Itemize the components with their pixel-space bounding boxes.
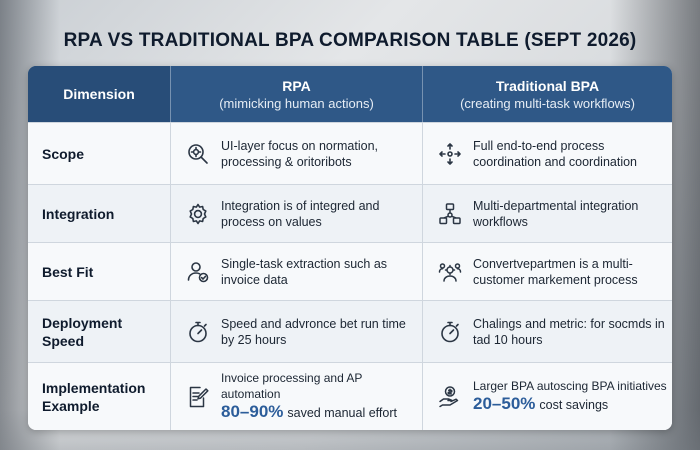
row-bpa-text: Multi-departmental integration workflows: [473, 198, 639, 229]
header-bpa-title: Traditional BPA: [495, 77, 600, 94]
gear-icon: [185, 201, 211, 227]
row-rpa-text: Speed and advronce bet run time by 25 ho…: [221, 316, 406, 347]
comparison-table: Dimension RPA (mimicking human actions) …: [28, 66, 672, 430]
row-dimension-label-line2: Speed: [42, 332, 85, 349]
row-bpa-metric-label: cost savings: [539, 398, 609, 412]
row-dimension-label: Integration: [42, 205, 115, 222]
row-dimension-label: Scope: [42, 145, 85, 162]
table-row: Scope UI-layer focus on normation, proce…: [28, 122, 672, 184]
page-title: RPA VS TRADITIONAL BPA COMPARISON TABLE …: [63, 30, 637, 51]
row-rpa-text: Single-task extraction such as invoice d…: [221, 256, 388, 287]
row-dimension-label-line2: Example: [42, 397, 100, 414]
row-dimension-label-line1: Deployment: [42, 314, 123, 331]
network-nodes-icon: [437, 201, 463, 227]
row-rpa-text: Invoice processing and AP automation 80–…: [221, 370, 422, 423]
row-dimension-label: Best Fit: [42, 263, 94, 280]
row-rpa-metric-label: saved manual effort: [287, 406, 397, 420]
row-rpa-cell: Speed and advronce bet run time by 25 ho…: [170, 301, 422, 362]
stopwatch-icon: [185, 319, 211, 345]
document-pen-icon: [185, 384, 211, 410]
row-bpa-metric-value: 20–50%: [473, 394, 536, 413]
row-bpa-metric: 20–50% cost savings: [473, 394, 667, 415]
hand-coin-icon: [437, 384, 463, 410]
people-gear-icon: [437, 259, 463, 285]
row-dimension-label: Deployment Speed: [42, 314, 122, 350]
magnifier-gear-icon: [185, 141, 211, 167]
row-bpa-cell: Full end-to-end process coordination and…: [422, 123, 672, 184]
header-rpa: RPA (mimicking human actions): [170, 66, 422, 122]
header-bpa: Traditional BPA (creating multi-task wor…: [422, 66, 672, 122]
row-bpa-text: Larger BPA autoscing BPA initiatives 20–…: [473, 378, 667, 415]
row-rpa-metric: 80–90% saved manual effort: [221, 402, 422, 423]
header-bpa-subtitle: (creating multi-task workflows): [460, 95, 635, 111]
table-row: Integration Integration is of integred a…: [28, 184, 672, 242]
row-dimension-label-line1: Implementation: [42, 379, 146, 396]
row-bpa-cell: Chalings and metric: for socmds in tad 1…: [422, 301, 672, 362]
row-bpa-text: Convertvepartmen is a multi-customer mar…: [473, 256, 638, 287]
row-rpa-cell: Invoice processing and AP automation 80–…: [170, 363, 422, 430]
user-check-icon: [185, 259, 211, 285]
row-rpa-text: Integration is of integred and process o…: [221, 198, 380, 229]
row-rpa-cell: Single-task extraction such as invoice d…: [170, 243, 422, 300]
row-bpa-cell: Larger BPA autoscing BPA initiatives 20–…: [422, 363, 672, 430]
table-row: Best Fit Single-task extraction such as …: [28, 242, 672, 300]
row-dimension-cell: Integration: [28, 185, 170, 242]
header-dimension: Dimension: [28, 66, 170, 122]
row-dimension-cell: Scope: [28, 123, 170, 184]
table-row: Implementation Example Invoice processin…: [28, 362, 672, 430]
row-bpa-text: Chalings and metric: for socmds in tad 1…: [473, 316, 665, 347]
row-rpa-text: UI-layer focus on normation, processing …: [221, 138, 379, 169]
row-rpa-cell: Integration is of integred and process o…: [170, 185, 422, 242]
header-rpa-subtitle: (mimicking human actions): [219, 95, 374, 111]
row-rpa-metric-value: 80–90%: [221, 402, 284, 421]
row-bpa-cell: Multi-departmental integration workflows: [422, 185, 672, 242]
row-rpa-cell: UI-layer focus on normation, processing …: [170, 123, 422, 184]
table-row: Deployment Speed Speed and advronce bet …: [28, 300, 672, 362]
row-rpa-text-line1: Invoice processing and AP automation: [221, 371, 363, 401]
row-bpa-cell: Convertvepartmen is a multi-customer mar…: [422, 243, 672, 300]
arrows-expand-icon: [437, 141, 463, 167]
table-header-row: Dimension RPA (mimicking human actions) …: [28, 66, 672, 122]
header-rpa-title: RPA: [282, 77, 311, 94]
row-bpa-text: Full end-to-end process coordination and…: [473, 138, 638, 169]
row-bpa-text-line1: Larger BPA autoscing BPA initiatives: [473, 379, 667, 393]
row-dimension-cell: Implementation Example: [28, 363, 170, 430]
row-dimension-label: Implementation Example: [42, 379, 145, 415]
stopwatch-icon: [437, 319, 463, 345]
row-dimension-cell: Best Fit: [28, 243, 170, 300]
row-dimension-cell: Deployment Speed: [28, 301, 170, 362]
